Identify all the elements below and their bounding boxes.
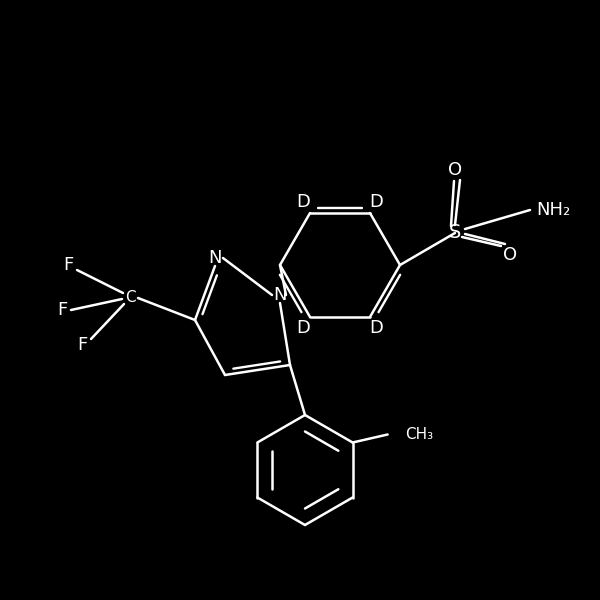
Text: N: N <box>208 249 222 267</box>
Text: S: S <box>449 223 461 242</box>
Text: F: F <box>77 336 87 354</box>
Text: O: O <box>503 246 517 264</box>
Text: F: F <box>57 301 67 319</box>
Text: N: N <box>273 286 287 304</box>
Text: D: D <box>296 193 310 211</box>
Text: D: D <box>370 319 383 337</box>
Text: F: F <box>63 256 73 274</box>
Text: NH₂: NH₂ <box>536 201 570 219</box>
Text: C: C <box>125 290 136 305</box>
Text: CH₃: CH₃ <box>404 427 433 442</box>
Text: D: D <box>370 193 383 211</box>
Text: O: O <box>448 161 462 179</box>
Text: D: D <box>296 319 310 337</box>
